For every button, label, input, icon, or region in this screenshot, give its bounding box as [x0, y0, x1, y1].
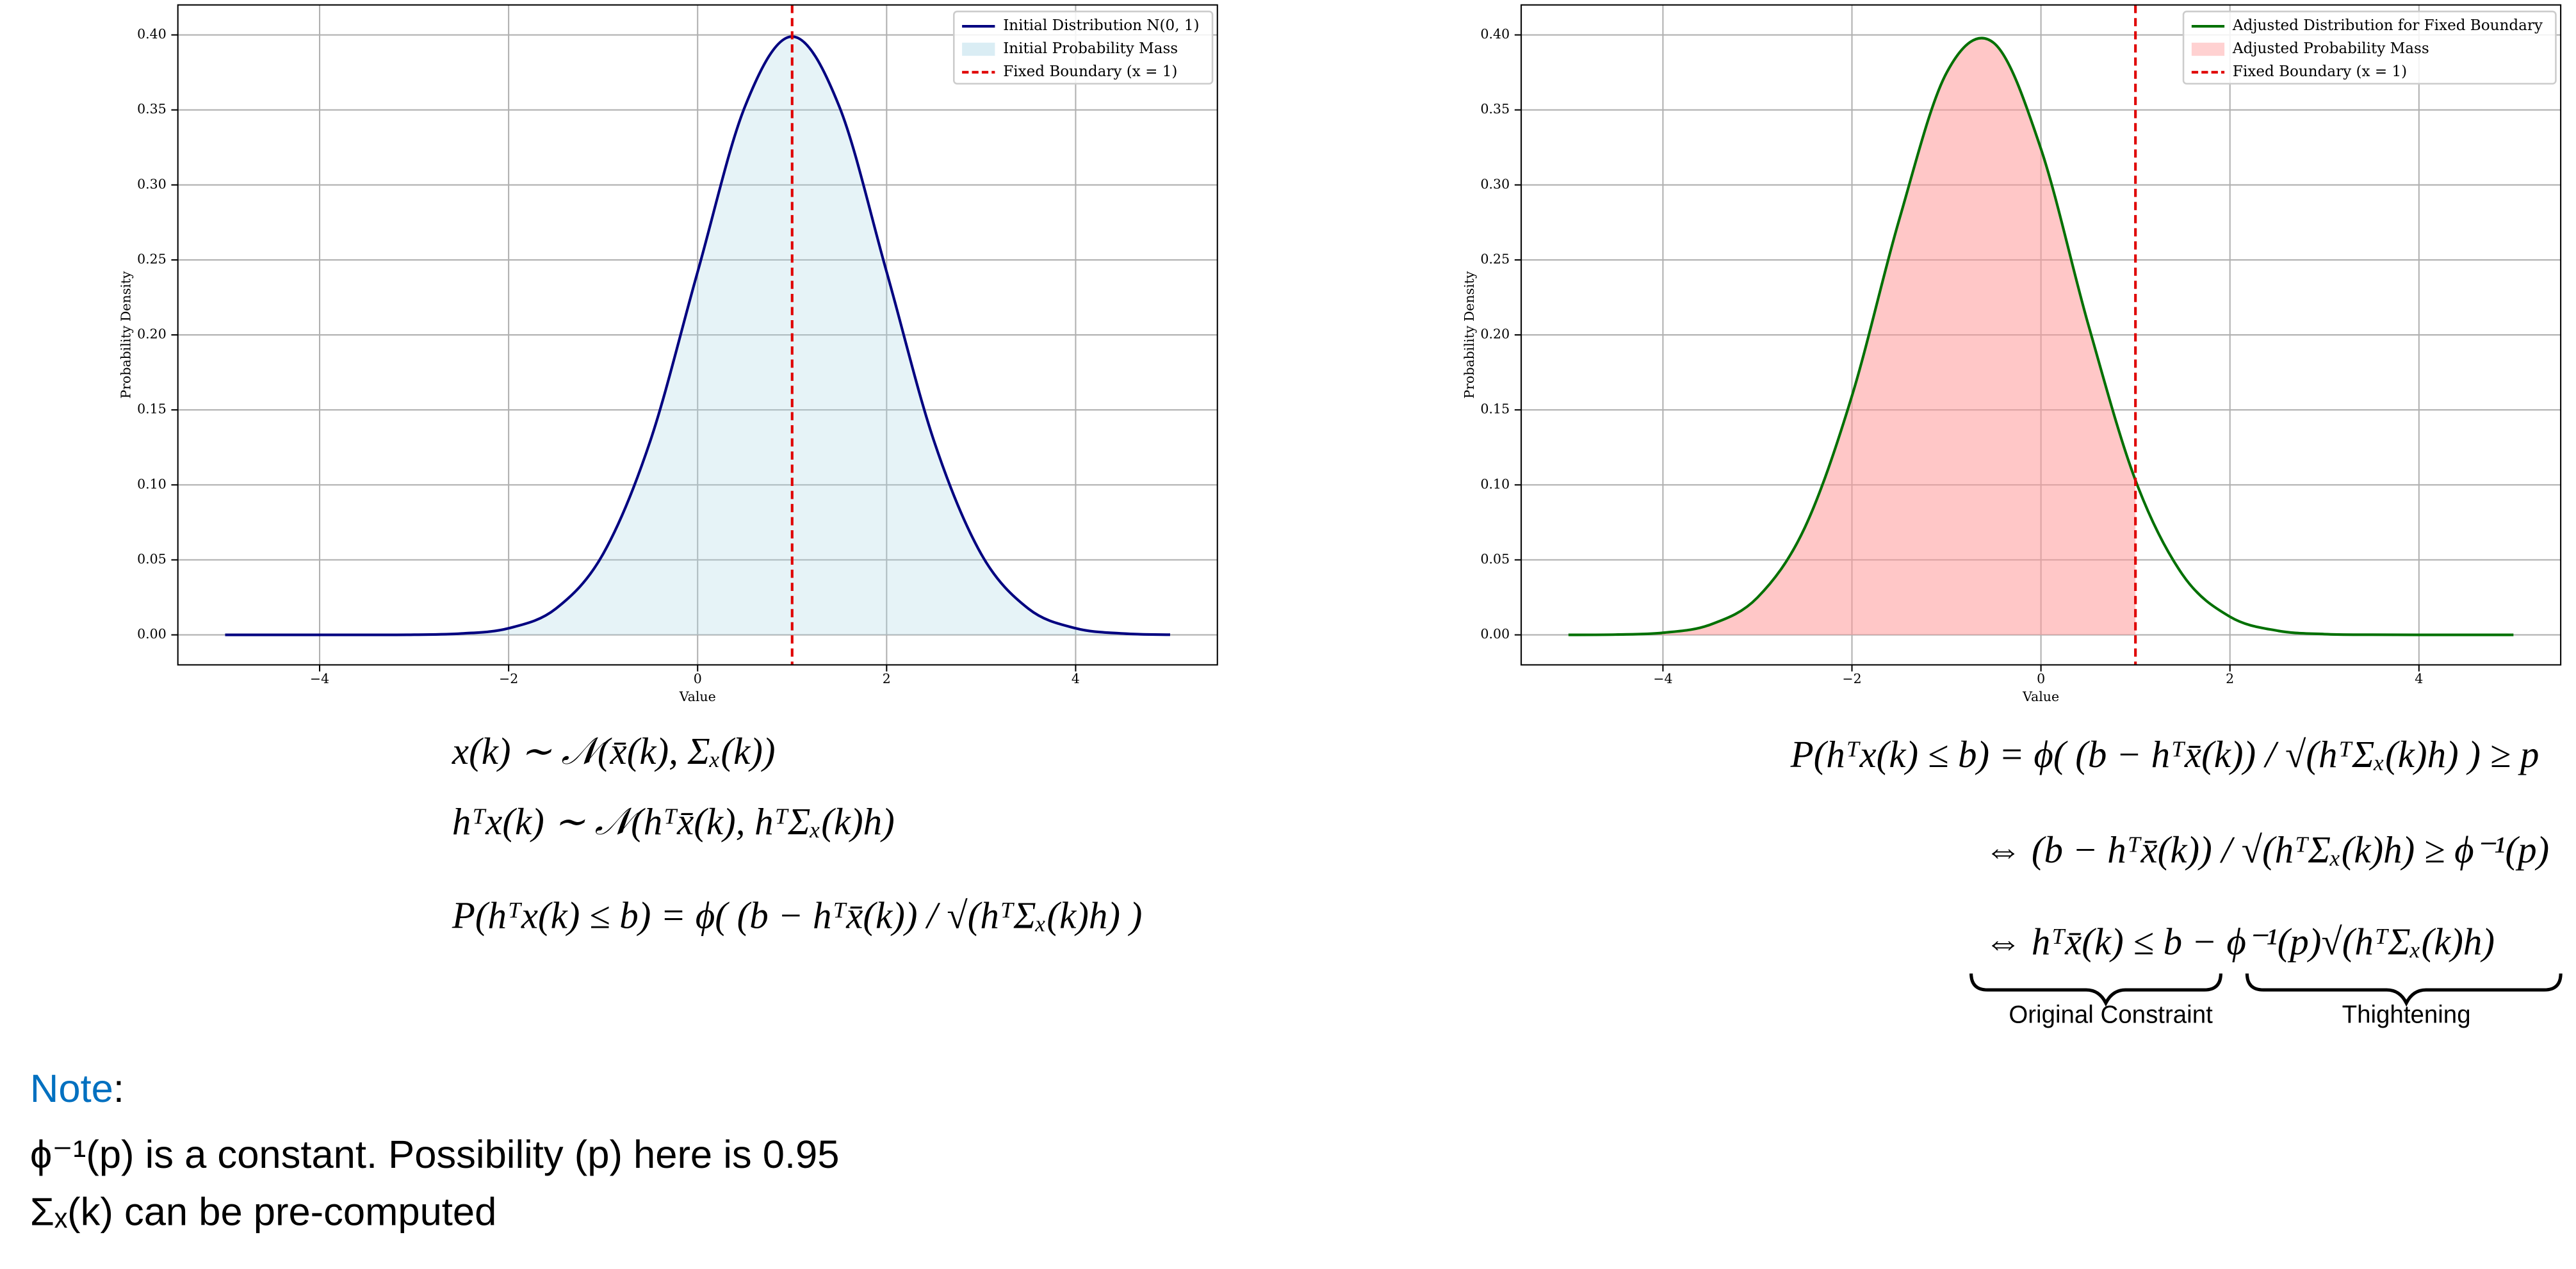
legend-box — [2182, 10, 2557, 85]
line — [1568, 36, 2514, 636]
y-tick-label: 0.15 — [1480, 401, 1510, 417]
axes-frame — [1520, 4, 2562, 666]
equation: hᵀx(k) ∼ 𝒩(hᵀx̄(k), hᵀΣₓ(k)h) — [452, 800, 895, 843]
y-tick-label: 0.15 — [137, 401, 167, 417]
line — [225, 35, 1171, 636]
note-line: Σₓ(k) can be pre-computed — [30, 1190, 496, 1234]
y-tick-label: 0.10 — [1480, 476, 1510, 492]
chart: −4 −2 0 2 4 0.00 0.05 0.10 0.15 0.20 0.25 0.30 0.35 0… — [1462, 4, 2562, 704]
note-heading: Note: — [30, 1067, 124, 1111]
x-tick-label: 0 — [694, 671, 702, 686]
note-title: Note — [30, 1067, 113, 1111]
y-axis-label: Probability Density — [1462, 271, 1477, 398]
x-tick-label: 0 — [2037, 671, 2045, 686]
chart: −4 −2 0 2 4 0.00 0.05 0.10 0.15 0.20 0.25 0.30 0.35 0… — [118, 4, 1218, 704]
legend-box — [953, 10, 1214, 85]
x-tick-label: 4 — [1072, 671, 1080, 686]
y-tick-label: 0.35 — [137, 101, 167, 117]
y-tick-label: 0.25 — [1480, 251, 1510, 266]
legend-label: Adjusted Probability Mass — [2232, 40, 2429, 57]
y-tick-label: 0.30 — [1480, 176, 1510, 191]
y-tick-label: 0.05 — [1480, 551, 1510, 567]
y-tick-label: 0.00 — [1480, 626, 1510, 642]
legend-label: Fixed Boundary (x = 1) — [2233, 63, 2407, 80]
x-tick-label: −4 — [1653, 671, 1672, 686]
brace-label: Original Constraint — [2009, 1001, 2213, 1028]
x-tick-label: −2 — [1842, 671, 1861, 686]
legend-label: Initial Distribution N(0, 1) — [1003, 17, 1199, 34]
x-tick-label: 2 — [883, 671, 891, 686]
note-separator: : — [113, 1067, 124, 1111]
x-axis-label: Value — [2022, 689, 2059, 704]
legend-swatch — [962, 42, 995, 56]
y-tick-label: 0.05 — [137, 551, 167, 567]
legend: Adjusted Distribution for Fixed Boundary… — [2182, 10, 2557, 85]
y-tick-label: 0.40 — [1480, 26, 1510, 42]
equation: ⇔ hᵀx̄(k) ≤ b − ϕ⁻¹(p)√(hᵀΣₓ(k)h) — [1984, 920, 2495, 962]
area — [225, 36, 1170, 635]
y-tick-label: 0.00 — [137, 626, 167, 642]
brace — [1969, 973, 2222, 1007]
brace-label: Thightening — [2342, 1001, 2471, 1028]
y-tick-label: 0.35 — [1480, 101, 1510, 117]
axes-frame — [177, 4, 1218, 666]
y-tick-label: 0.20 — [1480, 327, 1510, 342]
equation: x(k) ∼ 𝒩(x̄(k), Σₓ(k)) — [452, 730, 776, 772]
y-tick-label: 0.25 — [137, 251, 167, 266]
x-tick-label: −4 — [310, 671, 329, 686]
area — [1568, 38, 2136, 635]
x-axis-label: Value — [679, 689, 716, 704]
y-tick-label: 0.10 — [137, 476, 167, 492]
equation: ⇔ (b − hᵀx̄(k)) / √(hᵀΣₓ(k)h) ≥ ϕ⁻¹(p) — [1984, 828, 2549, 871]
equation: P(hᵀx(k) ≤ b) = ϕ( (b − hᵀx̄(k)) / √(hᵀΣ… — [452, 894, 1142, 936]
y-tick-label: 0.30 — [137, 176, 167, 191]
note-line: ϕ⁻¹(p) is a constant. Possibility (p) he… — [30, 1133, 840, 1177]
legend-label: Initial Probability Mass — [1003, 40, 1178, 57]
legend: Initial Distribution N(0, 1) Initial Prob… — [953, 10, 1214, 85]
brace — [2245, 973, 2563, 1007]
x-tick-label: −2 — [499, 671, 518, 686]
x-tick-label: 4 — [2415, 671, 2423, 686]
legend-swatch — [2191, 42, 2225, 56]
legend-label: Fixed Boundary (x = 1) — [1003, 63, 1177, 80]
y-tick-label: 0.20 — [137, 327, 167, 342]
equation: P(hᵀx(k) ≤ b) = ϕ( (b − hᵀx̄(k)) / √(hᵀΣ… — [1790, 733, 2539, 775]
x-tick-label: 2 — [2226, 671, 2234, 686]
legend-label: Adjusted Distribution for Fixed Boundary — [2232, 17, 2543, 34]
y-axis-label: Probability Density — [118, 271, 134, 398]
y-tick-label: 0.40 — [137, 26, 167, 42]
